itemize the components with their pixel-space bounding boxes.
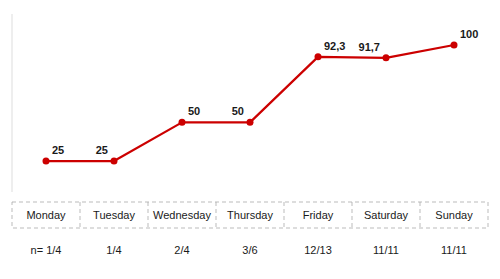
category-label: Sunday — [435, 209, 473, 221]
annotation: n= 1/4 — [31, 244, 62, 256]
data-label: 92,3 — [324, 40, 345, 52]
category-label: Tuesday — [93, 209, 135, 221]
point[interactable] — [451, 41, 458, 48]
category-table: Monday Tuesday Wednesday Thursday Friday Satu… — [12, 202, 488, 256]
data-label: 25 — [96, 144, 108, 156]
data-label: 25 — [52, 144, 64, 156]
annotation: 3/6 — [242, 244, 257, 256]
chart: 25 25 50 50 92,3 91,7 100 Monday Tuesday Wednesda… — [0, 0, 500, 279]
table-divider — [352, 202, 353, 228]
table-divider — [284, 202, 285, 228]
data-label: 91,7 — [359, 41, 380, 53]
point[interactable] — [179, 119, 186, 126]
point[interactable] — [315, 53, 322, 60]
annotation: 11/11 — [441, 244, 467, 256]
point[interactable] — [383, 54, 390, 61]
annotation: 2/4 — [174, 244, 189, 256]
plot-area — [43, 41, 458, 164]
table-divider — [216, 202, 217, 228]
table-divider — [420, 202, 421, 228]
line — [46, 45, 454, 161]
annotation: 11/11 — [373, 244, 399, 256]
data-label: 50 — [232, 105, 244, 117]
chart-container: 25 25 50 50 92,3 91,7 100 Monday Tuesday Wednesda… — [0, 0, 500, 279]
point[interactable] — [111, 158, 118, 165]
table-divider — [80, 202, 81, 228]
category-label: Friday — [303, 209, 334, 221]
category-label: Saturday — [364, 209, 409, 221]
point[interactable] — [247, 119, 254, 126]
table-divider — [148, 202, 149, 228]
y-axis-line — [12, 14, 13, 192]
data-label: 100 — [460, 28, 478, 40]
category-label: Wednesday — [153, 209, 211, 221]
table-border — [12, 202, 488, 228]
data-label: 50 — [188, 105, 200, 117]
category-label: Thursday — [227, 209, 273, 221]
annotation: 1/4 — [106, 244, 121, 256]
annotation: 12/13 — [304, 244, 332, 256]
point[interactable] — [43, 158, 50, 165]
category-label: Monday — [26, 209, 66, 221]
data-labels: 25 25 50 50 92,3 91,7 100 — [52, 28, 478, 156]
